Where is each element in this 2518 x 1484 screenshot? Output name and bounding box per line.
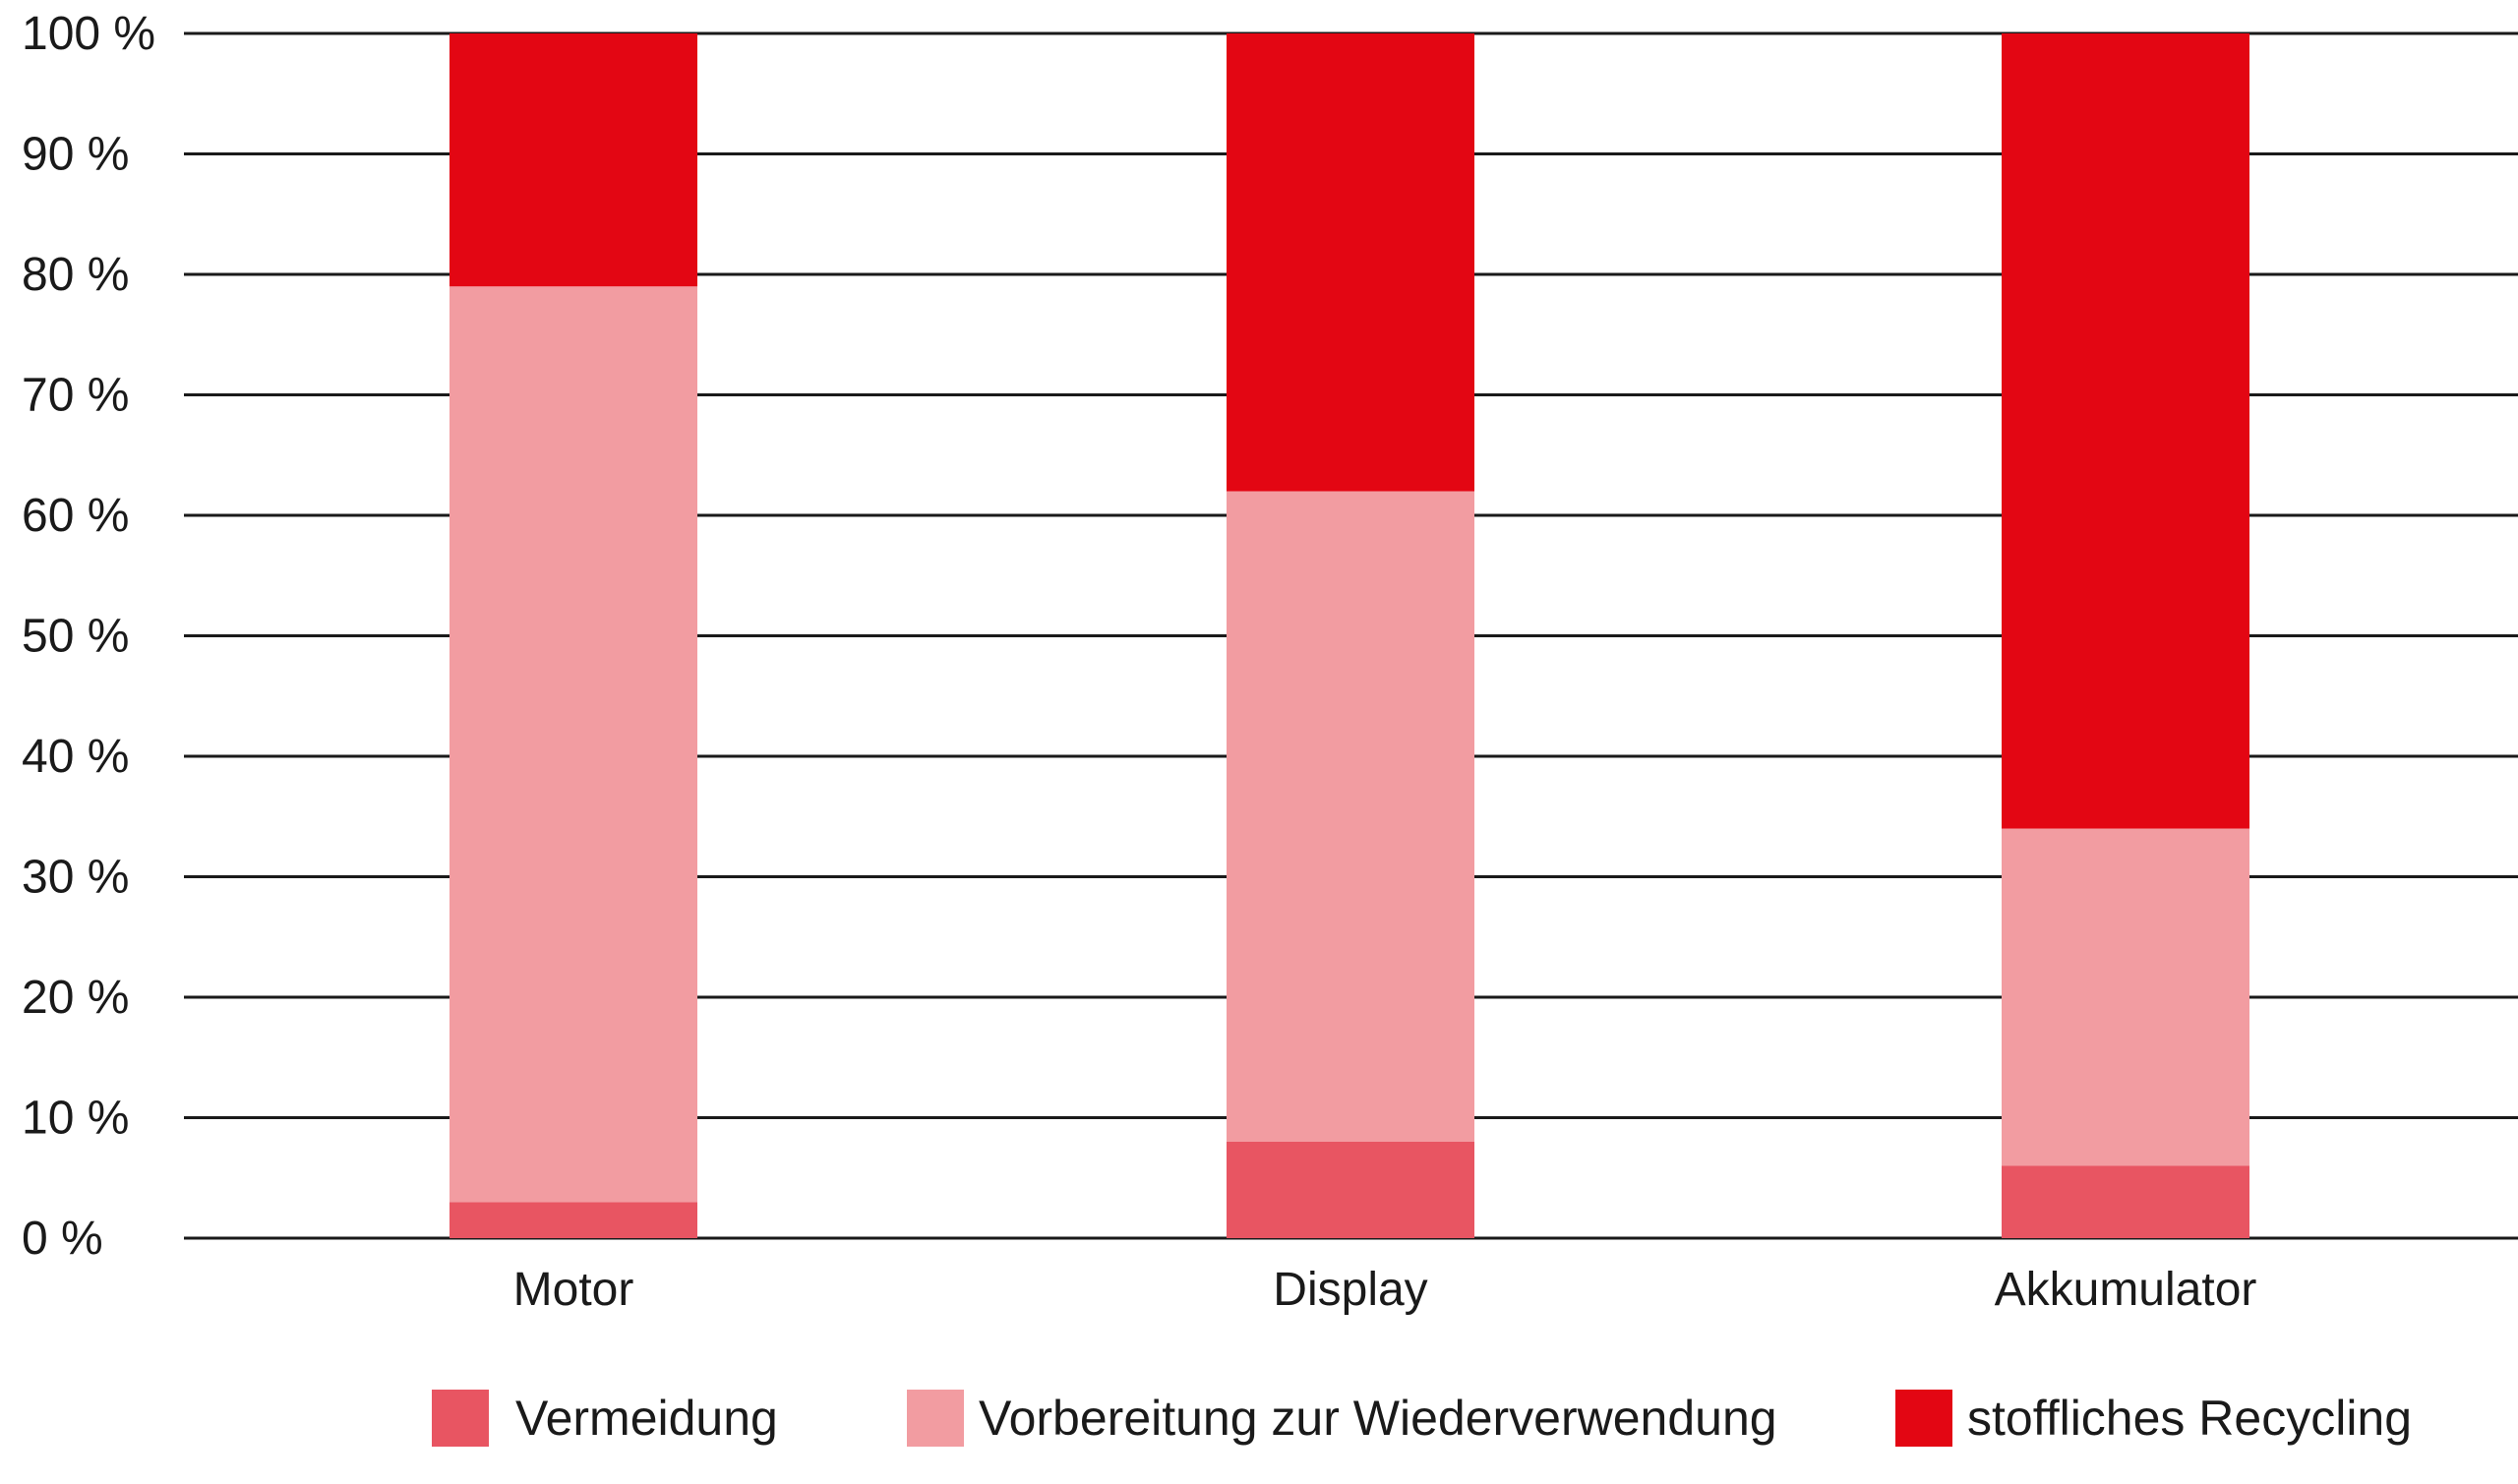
x-category-label-motor: Motor xyxy=(513,1264,634,1316)
legend-swatch-0 xyxy=(432,1390,489,1447)
legend-label-2: stoffliches Recycling xyxy=(1967,1391,2412,1446)
legend-label-1: Vorbereitung zur Wiederverwendung xyxy=(979,1391,1777,1446)
legend: Vermeidung Vorbereitung zur Wiederverwend… xyxy=(432,1390,2412,1447)
bar-segment-display-2 xyxy=(1227,33,1474,492)
bar-segment-motor-0 xyxy=(450,1202,697,1238)
y-tick-label-60: 60 % xyxy=(22,490,129,542)
y-tick-label-80: 80 % xyxy=(22,249,129,301)
bar-segment-motor-2 xyxy=(450,33,697,287)
bar-segment-akkumulator-2 xyxy=(2002,33,2249,829)
y-tick-label-90: 90 % xyxy=(22,129,129,181)
x-axis-category-labels: Motor Display Akkumulator xyxy=(513,1264,2257,1316)
y-tick-label-100: 100 % xyxy=(22,8,155,60)
x-category-label-display: Display xyxy=(1273,1264,1427,1316)
y-tick-label-50: 50 % xyxy=(22,611,129,663)
x-category-label-akkumulator: Akkumulator xyxy=(1995,1264,2257,1316)
y-tick-label-70: 70 % xyxy=(22,370,129,422)
bars xyxy=(450,33,2249,1238)
bar-segment-display-0 xyxy=(1227,1142,1474,1238)
y-tick-label-20: 20 % xyxy=(22,972,129,1024)
y-tick-label-40: 40 % xyxy=(22,731,129,783)
bar-segment-motor-1 xyxy=(450,286,697,1203)
y-tick-label-10: 10 % xyxy=(22,1093,129,1145)
bar-segment-akkumulator-0 xyxy=(2002,1165,2249,1238)
bar-segment-display-1 xyxy=(1227,491,1474,1142)
y-axis-tick-labels: 0 % 10 % 20 % 30 % 40 % 50 % 60 % 70 % 80 % 90 % 1… xyxy=(22,8,155,1265)
y-tick-label-0: 0 % xyxy=(22,1213,103,1265)
y-tick-label-30: 30 % xyxy=(22,852,129,904)
legend-swatch-1 xyxy=(907,1390,964,1447)
legend-label-0: Vermeidung xyxy=(515,1391,778,1446)
legend-swatch-2 xyxy=(1895,1390,1952,1447)
bar-segment-akkumulator-1 xyxy=(2002,828,2249,1166)
